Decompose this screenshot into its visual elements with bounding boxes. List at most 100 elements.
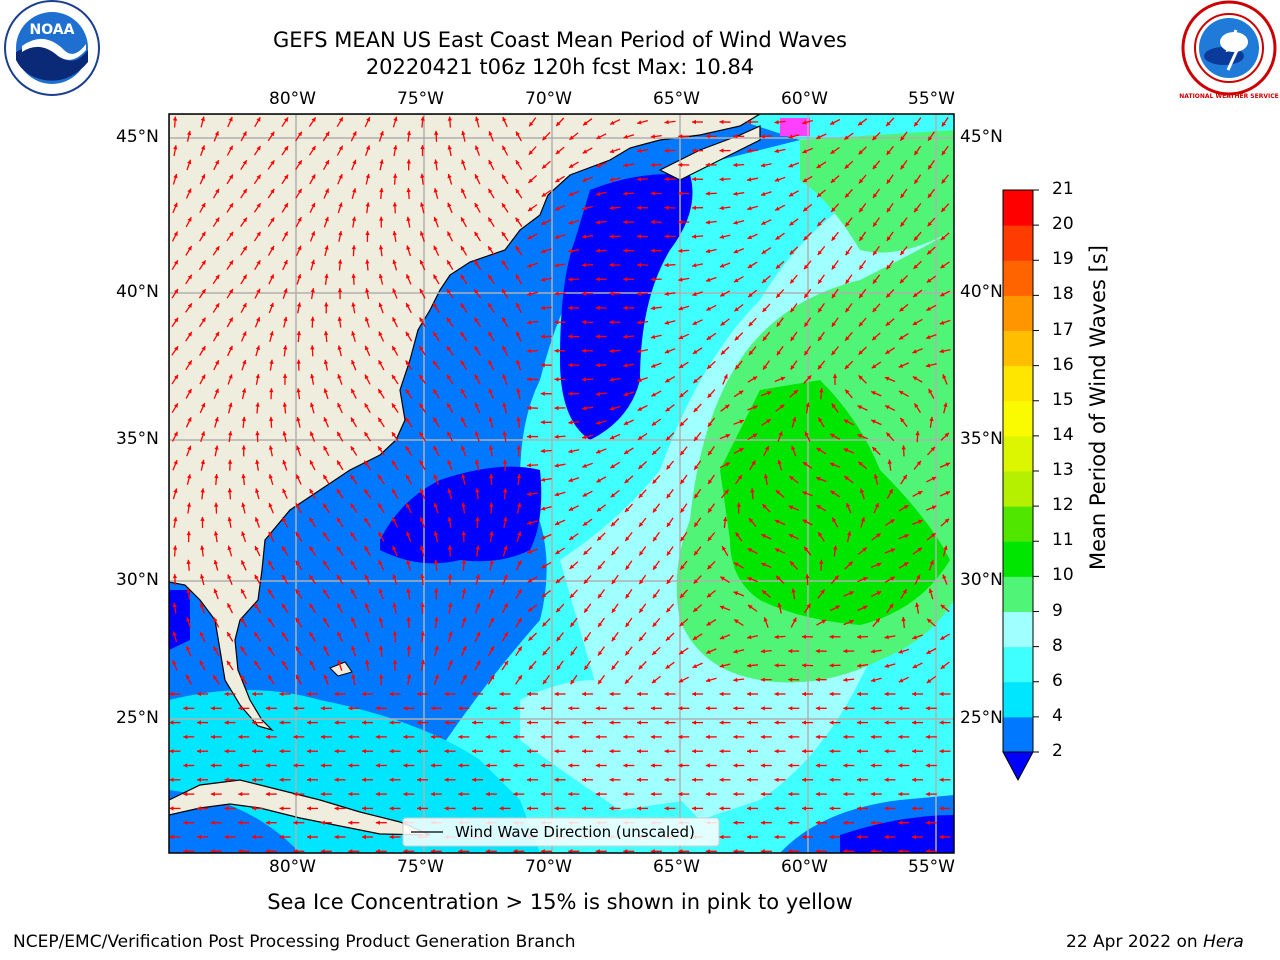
wave-direction-arrow [406,674,412,686]
wave-direction-arrow [554,434,566,439]
wave-direction-arrow [268,531,275,542]
wave-direction-arrow [253,145,262,156]
wave-direction-arrow [267,217,275,228]
wave-direction-arrow [568,248,580,254]
wave-direction-arrow [720,404,730,412]
wave-direction-arrow [760,820,772,825]
wave-direction-arrow [568,161,579,169]
wave-direction-arrow [200,545,205,557]
wave-direction-arrow [815,791,827,797]
wave-direction-arrow [900,188,908,199]
wave-direction-arrow [337,631,343,643]
colorbar-band [1003,541,1033,577]
wave-direction-arrow [693,488,702,499]
wave-direction-arrow [513,791,525,797]
lon-label-top-80w: 80°W [269,89,316,109]
wave-direction-arrow [185,303,193,313]
wave-direction-arrow [389,749,401,754]
wave-direction-arrow [362,834,373,840]
wave-direction-arrow [802,720,813,725]
wave-direction-arrow [581,406,594,411]
wave-direction-arrow [320,763,332,768]
wave-direction-arrow [279,749,291,754]
wave-direction-arrow [226,660,234,671]
wave-direction-arrow [719,119,731,125]
wave-direction-arrow [774,376,786,383]
wave-direction-arrow [169,691,181,697]
lon-label-bottom-75w: 75°W [397,857,444,877]
wave-direction-arrow [886,603,894,614]
wave-direction-arrow [651,675,662,684]
wave-direction-arrow [348,820,360,825]
wave-direction-arrow [461,588,467,600]
wave-direction-arrow [253,231,262,242]
wave-direction-arrow [652,503,661,513]
wave-direction-arrow [183,849,195,853]
wave-direction-arrow [227,488,233,500]
wave-direction-arrow [199,602,205,614]
wave-direction-arrow [816,447,827,455]
wave-direction-arrow [815,763,827,768]
wave-direction-arrow [925,706,937,711]
wave-direction-arrow [750,488,755,500]
wave-direction-arrow [940,232,950,241]
wave-direction-arrow [844,188,853,199]
wave-direction-arrow [269,359,274,371]
wave-direction-arrow [320,849,332,853]
wave-direction-arrow [296,245,302,257]
wave-direction-arrow [458,763,470,768]
wave-direction-arrow [871,446,881,456]
wave-direction-arrow [788,734,800,740]
wave-direction-arrow [406,216,411,228]
wave-direction-arrow [309,460,316,471]
wave-direction-arrow [391,460,399,471]
lat-label-right-25n: 25°N [960,708,1003,728]
lat-label-left-25n: 25°N [116,708,159,728]
wave-direction-arrow [555,146,565,155]
wave-direction-arrow [802,175,813,183]
wave-direction-arrow [886,260,894,270]
wave-direction-arrow [568,190,580,197]
wave-direction-arrow [691,177,704,182]
wave-direction-arrow [213,588,219,600]
wave-direction-arrow [323,445,330,457]
wave-direction-arrow [472,720,483,725]
wave-direction-arrow [447,173,453,185]
wave-direction-arrow [212,674,220,685]
wave-direction-arrow [830,346,840,356]
wave-direction-arrow [513,849,525,853]
wave-direction-arrow [501,660,509,671]
wave-direction-arrow [240,617,248,628]
wave-direction-arrow [802,203,813,212]
wave-direction-arrow [651,646,661,656]
colorbar-band [1003,576,1033,612]
wave-direction-arrow [596,532,606,541]
wave-direction-arrow [540,706,552,711]
wave-direction-arrow [487,274,495,285]
wave-direction-arrow [723,516,728,528]
wave-direction-arrow [638,489,647,499]
wave-direction-arrow [652,617,661,628]
wave-direction-arrow [460,303,468,313]
wave-direction-arrow [267,674,275,685]
wave-direction-arrow [886,174,894,185]
wave-direction-arrow [900,588,908,599]
wave-direction-arrow [843,648,855,654]
wave-direction-arrow [747,547,758,555]
wave-direction-arrow [295,531,303,542]
wave-direction-arrow [650,134,662,139]
wave-direction-arrow [337,659,343,671]
wave-direction-arrow [515,674,523,685]
wave-direction-arrow [183,763,195,768]
wave-direction-arrow [650,191,662,196]
wave-direction-arrow [309,231,316,242]
wave-direction-arrow [940,432,950,441]
wave-direction-arrow [652,531,660,542]
colorbar-band [1003,225,1033,261]
wave-direction-arrow [322,503,330,514]
wave-direction-arrow [186,531,191,543]
wave-direction-arrow [775,260,785,270]
wave-direction-arrow [928,388,935,399]
wave-direction-arrow [597,560,606,570]
wave-direction-arrow [432,274,440,285]
